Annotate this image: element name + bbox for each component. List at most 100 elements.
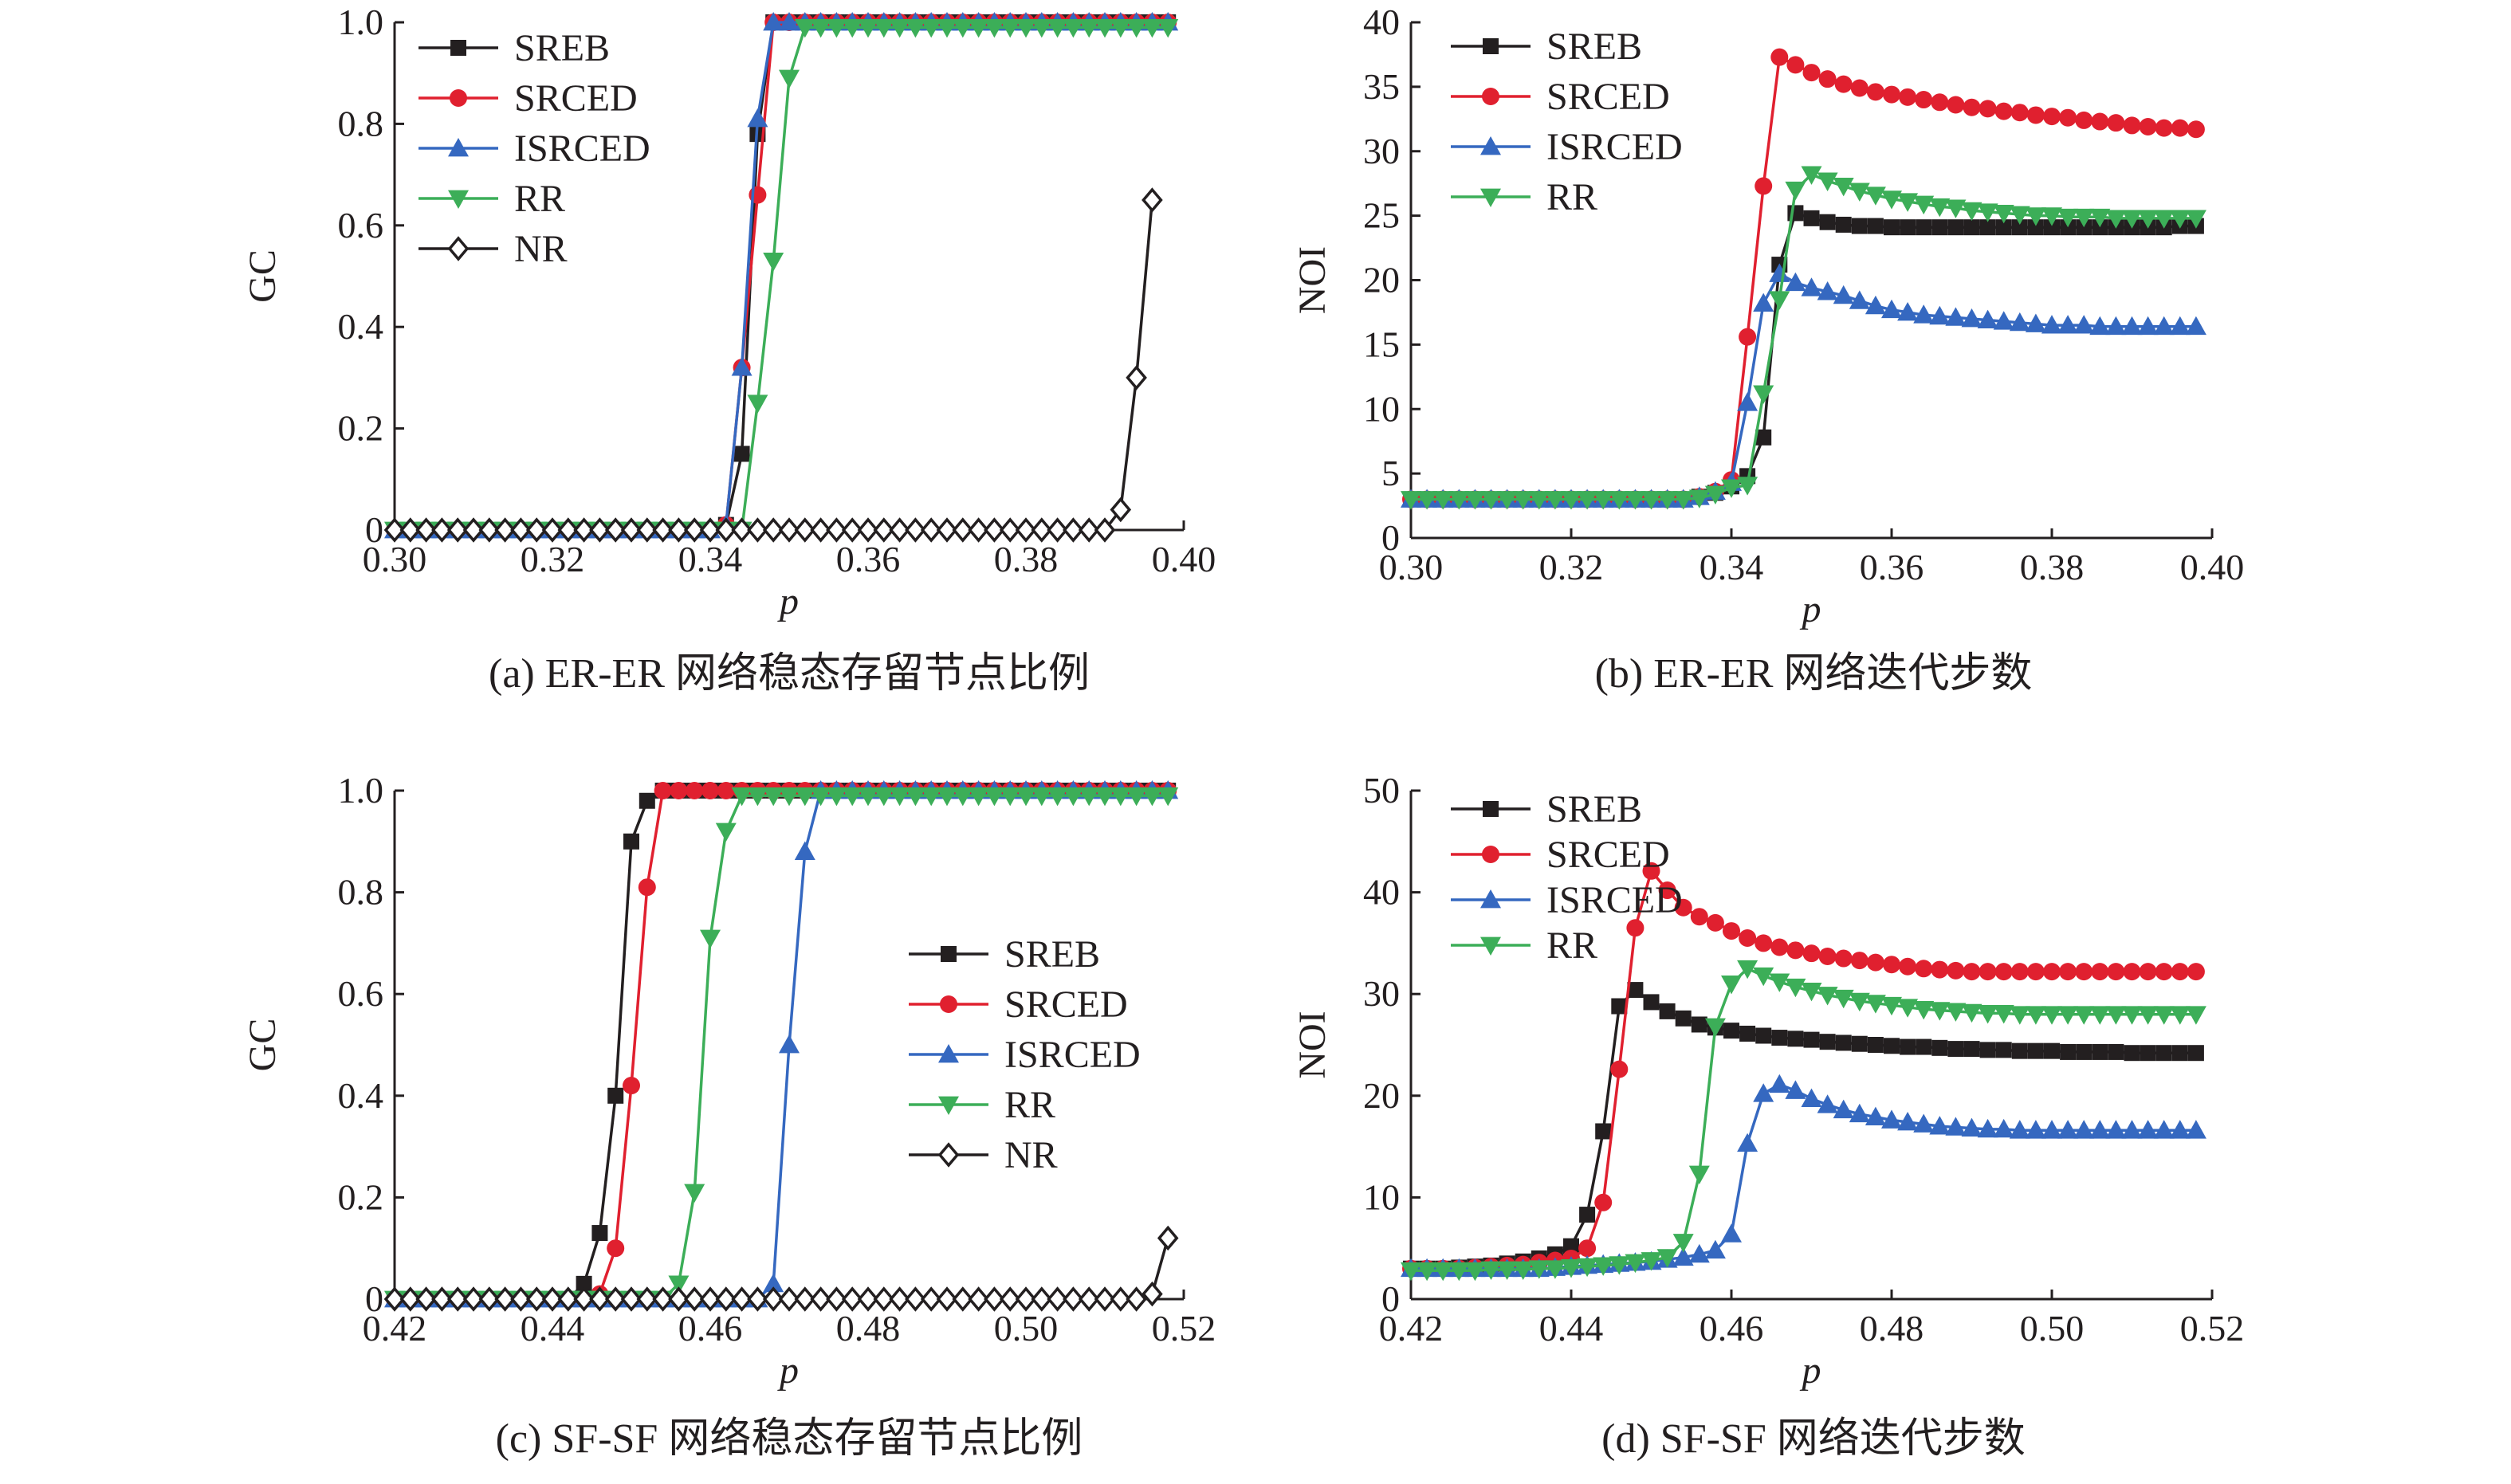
data-point [1994,102,2013,120]
x-tick-label: 0.34 [678,539,743,579]
y-tick-label: 0 [1381,517,1400,558]
x-tick-label: 0.36 [836,539,901,579]
data-point [1753,1083,1774,1102]
data-point [1817,281,1838,300]
data-point [1866,83,1884,101]
data-point [1578,1239,1597,1258]
legend-marker [1483,38,1499,54]
data-point [810,1286,831,1312]
data-point [2137,210,2159,229]
data-point [478,517,501,543]
data-point [1595,1123,1612,1140]
x-tick-label: 0.34 [1700,547,1764,587]
y-tick-label: 40 [1363,872,1400,913]
data-point [952,1286,974,1312]
data-point [984,787,1005,807]
data-point [462,517,485,543]
y-tick-label: 0 [365,509,383,550]
data-point [1015,517,1037,543]
data-point [826,517,847,543]
data-point [717,782,735,799]
data-point [2043,963,2061,981]
y-tick-label: 10 [1363,1176,1400,1217]
data-point [2075,111,2093,129]
data-point [1126,787,1147,807]
data-point [1078,1286,1100,1312]
data-point [1110,787,1131,807]
data-point [1625,1254,1646,1274]
y-axis-label: GC [242,249,284,303]
data-point [525,1286,548,1312]
data-point [446,1286,469,1312]
data-point [1835,1034,1852,1051]
data-point [1916,1038,1932,1055]
data-point [937,787,957,807]
data-point [1897,999,1919,1018]
legend-marker [938,1044,959,1063]
data-point [1900,1038,1916,1055]
data-point [1961,1117,1982,1137]
series-line [395,21,1169,532]
data-point [478,1286,501,1312]
data-point [763,787,784,807]
data-point [2043,108,2061,126]
chart-panel-c: 0.42 0.44 0.46 0.48 0.50 0.52 0 0.2 0.4 0.6 0.8 1.0… [242,770,1216,1462]
data-point [1770,938,1789,956]
data-point [1931,960,1949,979]
data-point [1126,1286,1147,1312]
x-tick-label: 0.50 [2020,1308,2085,1349]
legend-label: SRCED [1546,834,1670,876]
y-tick-label: 0 [1381,1278,1400,1319]
y-tick-label: 35 [1363,66,1400,107]
y-tick-label: 30 [1363,131,1400,171]
data-point [1723,922,1740,940]
data-point [1929,305,1951,325]
data-point [2076,1043,2092,1060]
data-point [2089,316,2111,336]
x-tick-label: 0.44 [1539,1308,1604,1349]
data-point [2060,1043,2077,1060]
data-point [1977,203,1998,222]
data-point [2121,210,2143,229]
data-point [905,1286,926,1312]
data-point [984,517,1005,543]
data-point [1755,1027,1772,1044]
legend-marker [1480,936,1501,956]
data-point [952,517,974,543]
series-line [1411,272,2196,501]
data-point [1915,91,1933,109]
data-point [1769,973,1790,992]
data-point [1916,219,1932,236]
data-point [1897,193,1919,212]
data-point [1947,961,1965,980]
data-point [652,1286,674,1312]
series-isrced [1401,263,2206,508]
legend-label: RR [1546,925,1597,967]
data-point [762,517,784,543]
data-point [2185,1120,2206,1139]
data-point [1833,178,1854,197]
data-point [1563,1238,1579,1254]
data-point [1851,218,1868,234]
data-point [2105,1006,2127,1025]
data-point [623,833,639,850]
data-point [1834,949,1853,968]
data-point [2108,1043,2124,1060]
data-point [1047,1286,1068,1312]
data-point [905,517,926,543]
data-point [1094,18,1115,38]
data-point [399,517,422,543]
data-point [2089,208,2111,228]
data-point [1881,190,1902,210]
data-point [2171,963,2189,981]
y-tick-label: 20 [1363,1075,1400,1116]
data-point [842,787,863,807]
data-point [604,1286,627,1312]
data-point [1609,1256,1630,1275]
data-point [1963,98,1981,116]
data-point [1737,477,1758,496]
data-point [1688,489,1710,508]
data-point [1851,1035,1868,1052]
data-point [1785,181,1806,201]
data-point [1739,929,1757,948]
